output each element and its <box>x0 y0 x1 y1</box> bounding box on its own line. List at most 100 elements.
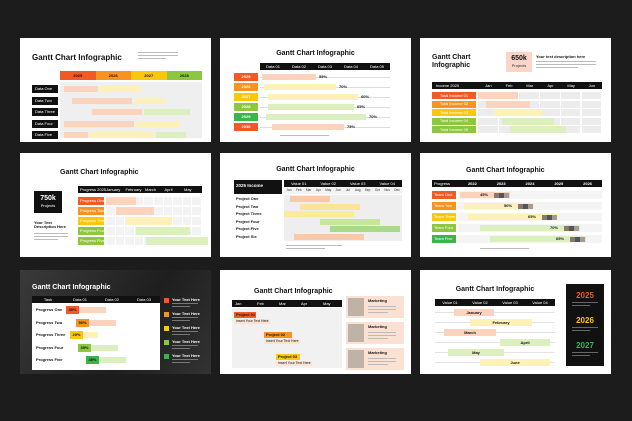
gantt-bar <box>136 120 180 127</box>
row-label: Progress Two <box>80 208 105 213</box>
row-label: 2027 <box>241 94 251 99</box>
row-label-bg <box>432 224 456 232</box>
grid-cell <box>134 237 144 245</box>
percent-label: 45% <box>88 357 97 362</box>
row-label: April <box>520 339 530 345</box>
percent-tag <box>66 306 79 314</box>
grid-cell <box>115 217 125 225</box>
year-header <box>166 71 202 80</box>
placeholder-text <box>368 364 388 365</box>
gantt-bar <box>494 109 542 116</box>
avatar <box>547 214 552 220</box>
row-label-bg <box>234 113 258 121</box>
grid-cell <box>125 237 134 245</box>
gantt-bar <box>64 86 98 92</box>
row-label-bg <box>432 92 476 99</box>
column-label: April <box>164 186 173 192</box>
row-label: Team Four <box>434 225 454 230</box>
header-bar <box>260 63 390 70</box>
percent-label: 65% <box>556 236 565 241</box>
column-label: Value 04 <box>379 180 396 186</box>
row-label: Total Income 05 <box>439 126 469 132</box>
row-label: Team Two <box>434 203 453 208</box>
task-bar <box>264 332 292 338</box>
column-label: Jun <box>588 82 596 88</box>
stat-value: 650k <box>511 55 527 62</box>
row-label: 2030 <box>241 124 251 129</box>
column-label: Value 02 <box>320 180 337 186</box>
column-label: 2023 <box>496 180 506 186</box>
month-label: Sep <box>364 187 371 192</box>
legend-swatch <box>164 312 169 317</box>
header-bar <box>435 299 555 306</box>
gantt-bar <box>78 344 118 351</box>
column-label: Value 04 <box>532 299 548 305</box>
column-label: January <box>106 186 121 192</box>
stat-label: Projects <box>40 203 56 208</box>
placeholder-text <box>138 58 166 59</box>
avatar <box>575 236 580 242</box>
row-label: Progress One <box>80 198 105 203</box>
photo <box>348 298 364 316</box>
column-label: Apr <box>547 82 554 88</box>
stat-label: Projects <box>511 63 527 68</box>
percent-tag <box>76 318 89 327</box>
row-label-bg <box>234 93 258 101</box>
row-label-bg <box>32 96 58 105</box>
avatar <box>552 214 557 220</box>
legend-swatch <box>164 340 169 345</box>
column-label: Data 03 <box>317 63 332 69</box>
column-label: 2026 <box>583 180 593 186</box>
placeholder-text <box>172 331 198 332</box>
column-label: Mar <box>526 82 534 88</box>
row-label: June <box>510 359 520 365</box>
header-bar <box>284 180 402 187</box>
gantt-bar <box>268 104 354 110</box>
avatar <box>542 214 547 220</box>
legend-label: Your Text Here <box>172 353 200 358</box>
avatar <box>518 203 523 209</box>
gantt-bar <box>262 74 316 80</box>
month-cell <box>362 187 373 194</box>
row-label-bg <box>432 213 456 221</box>
percent-label: 70% <box>550 225 559 230</box>
gantt-bar <box>454 309 494 316</box>
gantt-bar <box>284 211 354 217</box>
year-header <box>60 71 96 80</box>
column-label: Task <box>43 296 53 302</box>
row-label-bg <box>78 227 104 235</box>
row-label-bg <box>432 202 456 210</box>
task-label: Project 03 <box>278 354 298 359</box>
row-label-bg <box>432 100 476 108</box>
title: Gantt Chart Infographic <box>276 166 355 173</box>
column-label: 2025 <box>554 180 564 186</box>
grid-cell <box>192 217 201 225</box>
gantt-bar <box>464 203 534 209</box>
gantt-bar <box>136 227 190 235</box>
column-label: Value 03 <box>502 299 518 305</box>
placeholder-text <box>34 236 68 237</box>
placeholder-text <box>138 52 178 53</box>
column-label: Data 01 <box>72 296 87 302</box>
gantt-bar <box>510 126 566 133</box>
row-label: February <box>492 319 510 325</box>
placeholder-text <box>368 335 396 336</box>
task-note: Insert Your Text Here <box>278 360 311 365</box>
row-label: Data Two <box>35 97 52 103</box>
year-label: 2026 <box>576 316 594 325</box>
card-title: Marketing <box>368 298 387 303</box>
row-label: Project Two <box>236 203 259 209</box>
month-cell <box>284 187 294 194</box>
task-note: Insert Your Text Here <box>266 338 299 343</box>
title: Gantt Chart Infographic <box>432 54 471 69</box>
header-bar <box>432 82 602 89</box>
column-label: Jan <box>485 82 492 88</box>
slide: Gantt Chart Infographic Value 01 Value 02 V… <box>420 270 611 374</box>
row-label-bg <box>234 123 258 131</box>
title: Gantt Chart Infographic <box>466 167 545 174</box>
grid-cell <box>115 237 125 245</box>
column-label: May <box>184 186 192 192</box>
placeholder-text <box>172 317 198 318</box>
percent-label: 55% <box>319 74 328 79</box>
